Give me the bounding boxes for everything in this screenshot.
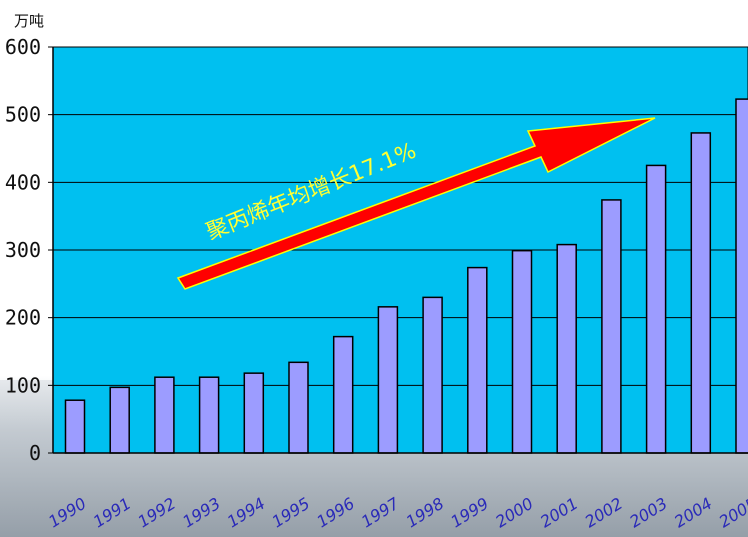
bar: [332, 335, 354, 454]
bar: [109, 386, 130, 454]
bar: [288, 361, 309, 454]
bar: [198, 376, 220, 454]
y-tick-label: 400: [5, 170, 41, 194]
trend-arrow: [176, 117, 656, 290]
bar: [735, 98, 748, 454]
y-axis-unit-label: 万吨: [14, 12, 44, 30]
bar: [601, 199, 622, 454]
bar: [645, 164, 667, 454]
bar: [377, 306, 399, 454]
bar: [690, 132, 712, 454]
bar: [467, 266, 488, 454]
y-tick-label: 100: [5, 373, 41, 397]
bar: [422, 296, 443, 454]
y-axis: 0 100 200 300 400 500 600: [5, 35, 54, 465]
bar: [511, 249, 533, 454]
bar: [556, 243, 577, 454]
y-tick-label: 600: [5, 35, 41, 59]
y-tick-label: 0: [29, 441, 41, 465]
y-tick-label: 200: [5, 306, 41, 330]
bar: [64, 399, 86, 454]
bar: [154, 376, 175, 454]
y-tick-label: 500: [5, 103, 41, 127]
y-tick-label: 300: [5, 238, 41, 262]
bar: [243, 372, 265, 454]
grid-lines: [53, 46, 748, 454]
